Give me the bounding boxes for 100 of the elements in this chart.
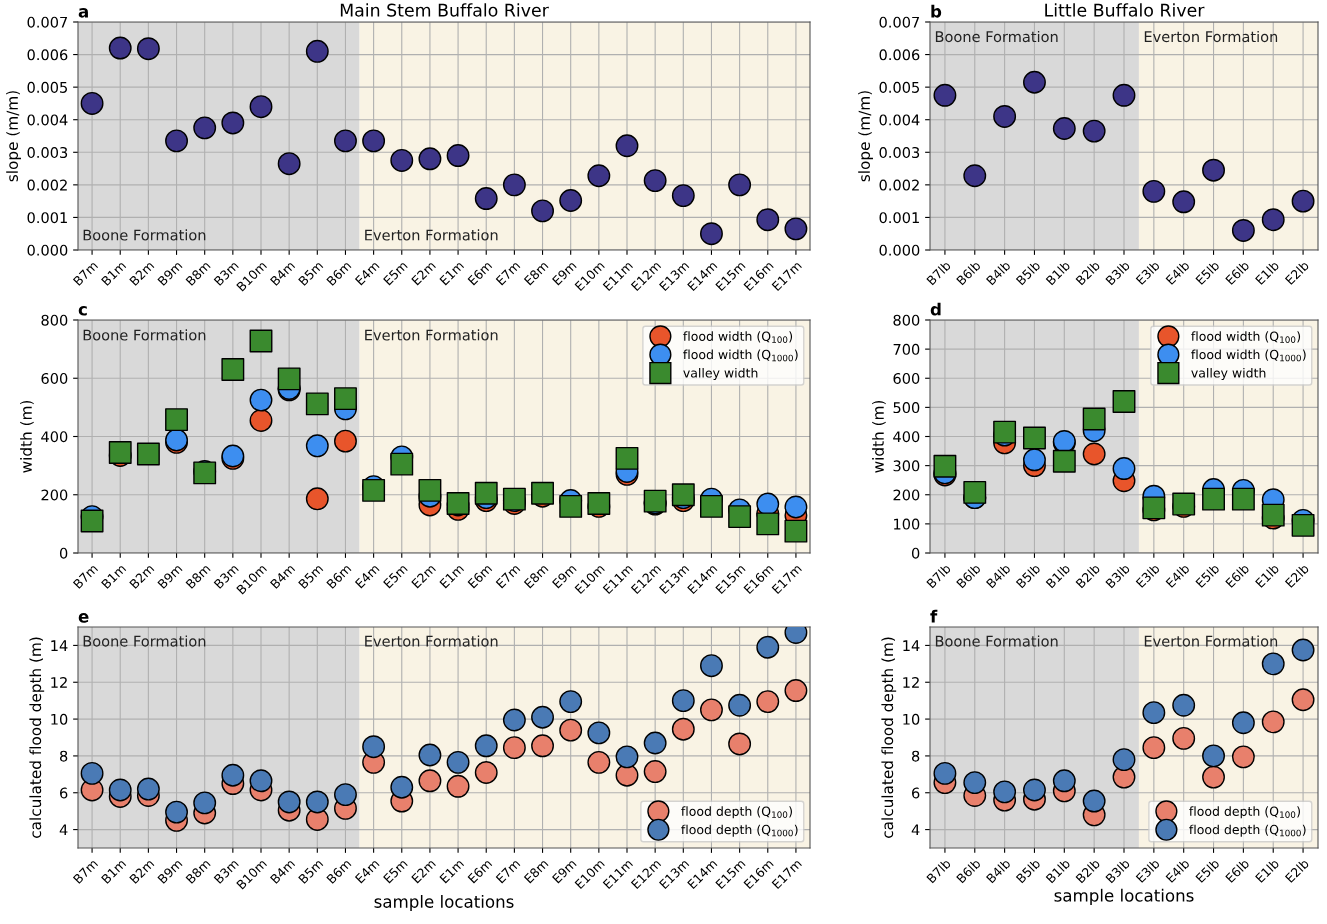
point [1082,442,1106,466]
y-axis-title: calculated flood depth (m) [881,637,897,838]
point [418,743,442,767]
point [305,39,329,63]
y-tick-label: 0.001 [879,212,919,224]
band-label: Everton Formation [1144,635,1278,647]
point [136,777,160,801]
point [728,505,752,529]
point [1112,748,1136,772]
point [1261,208,1285,232]
y-tick-label: 6 [60,787,68,799]
point [474,481,498,505]
point [963,771,987,795]
point [418,147,442,171]
point [249,769,273,793]
y-tick-label: 600 [893,372,920,384]
point [474,187,498,210]
y-tick-label: 0.004 [879,114,920,126]
point [1202,158,1225,182]
point [559,189,583,212]
text: b [931,4,942,18]
point [474,734,498,758]
point [1291,688,1315,712]
y-tick-label: 8 [911,750,920,762]
point [1082,119,1106,143]
point [1172,726,1196,750]
y-tick-label: 0.000 [27,244,68,256]
y-tick-label: 12 [903,676,919,688]
y-tick-label: 0.003 [879,147,920,159]
band-label: Boone Formation [83,329,206,341]
point [1231,219,1255,242]
point [334,129,357,153]
y-tick-label: 0.006 [879,49,920,61]
band-label: Everton Formation [365,635,498,647]
y-tick-label: 0.000 [879,244,920,256]
y-tick-label: 400 [41,431,68,443]
point [671,184,695,208]
point [1052,117,1076,140]
legend-label: flood width (Q$_{100}$) [683,331,793,343]
legend-label: flood width (Q$_{1000}$) [683,349,798,362]
point [1023,426,1046,450]
y-axis-title: calculated flood depth (m) [29,637,45,838]
point [531,734,554,758]
point [193,116,217,140]
point [136,37,160,61]
y-tick-label: 800 [893,314,920,326]
point [277,790,301,814]
point [446,774,470,798]
point [334,429,357,453]
point [700,222,723,246]
y-axis-title: slope (m/m) [858,91,873,182]
y-axis-title: width (m) [20,400,34,473]
point [1261,652,1285,676]
point [1112,390,1136,414]
point [643,169,667,193]
point [1202,487,1225,511]
point [756,635,780,659]
y-tick-label: 0.003 [27,147,68,159]
point [1172,693,1196,717]
point [1142,701,1166,725]
point [221,358,245,381]
y-tick-label: 4 [59,824,68,836]
band-label: Everton Formation [1144,30,1278,43]
y-tick-label: 4 [911,824,920,836]
x-axis-title: sample locations [374,894,514,912]
y-axis-title: width (m) [872,400,886,473]
point [305,790,329,814]
point [531,705,554,729]
point [1202,765,1225,789]
point [446,750,470,774]
legend-label: valley width [683,367,758,381]
point [418,769,442,793]
point [933,83,957,107]
point [728,693,752,717]
band-label: Boone Formation [83,635,206,647]
point [784,495,808,519]
y-tick-label: 0.002 [27,179,67,191]
chart-title: Main Stem Buffalo River [340,3,549,17]
y-tick-label: 8 [59,750,68,762]
point [165,129,188,153]
y-tick-label: 700 [893,343,920,355]
point [334,387,357,411]
y-tick-label: 0.001 [27,212,67,224]
point [80,761,104,785]
y-tick-label: 100 [894,518,920,530]
y-tick-label: 14 [51,640,68,651]
point [502,173,526,197]
point [1291,638,1315,662]
y-tick-label: 0.005 [879,81,919,93]
y-tick-label: 200 [41,489,68,501]
point [993,780,1017,804]
point [249,388,273,412]
band-label: Everton Formation [365,229,498,241]
y-tick-label: 300 [893,460,920,472]
point [615,446,639,470]
point [1023,70,1046,94]
point [963,164,987,188]
point [756,208,780,232]
point [362,129,386,153]
point [108,36,132,60]
